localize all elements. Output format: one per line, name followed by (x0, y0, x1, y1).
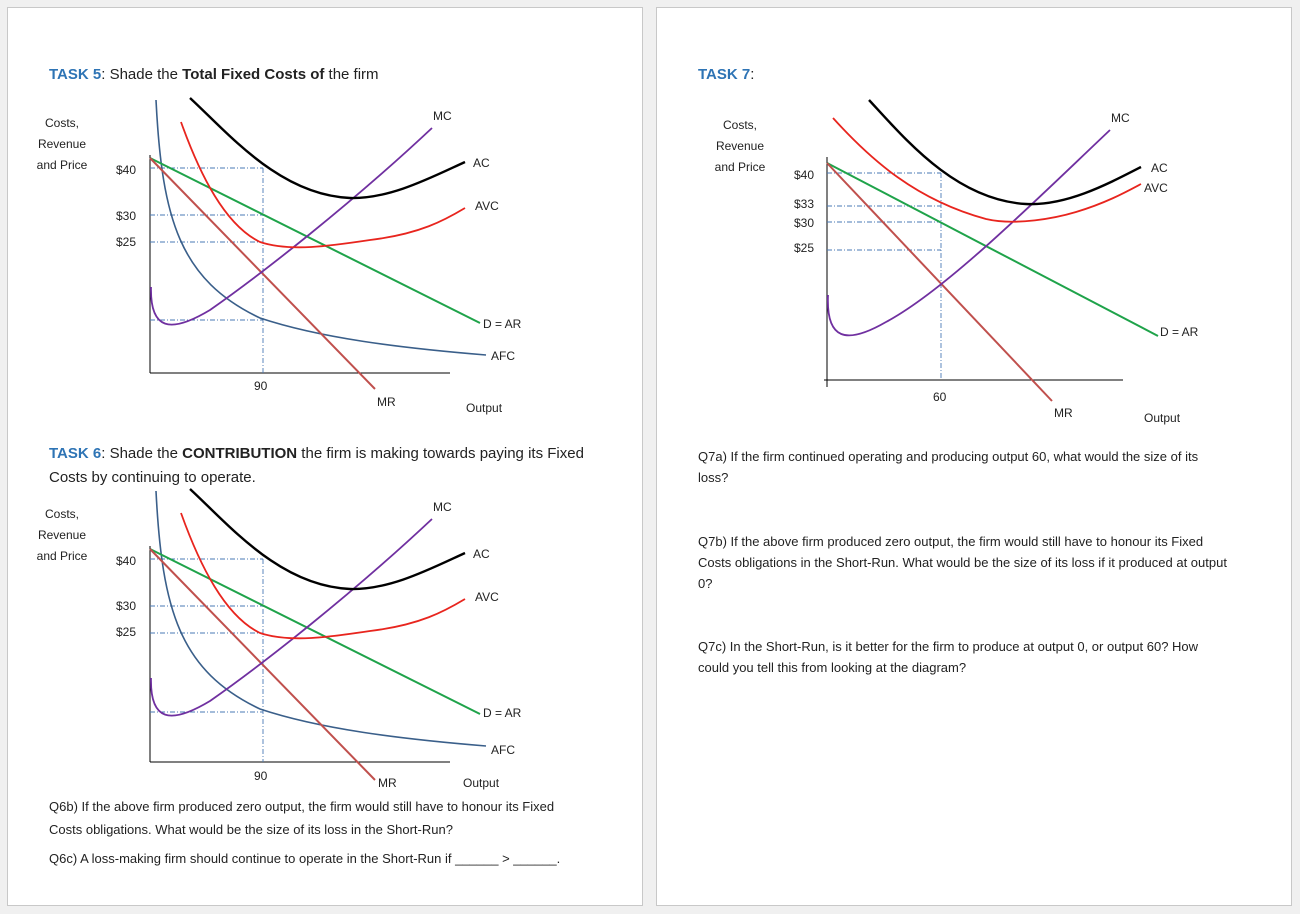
x-axis-label: Output (1144, 411, 1181, 425)
demand-curve (149, 157, 481, 324)
svg-text:Costs,: Costs, (45, 507, 79, 521)
axes (824, 157, 1123, 387)
demand-label: D = AR (1160, 325, 1199, 339)
avc-label: AVC (475, 199, 499, 213)
price-tick-40: $40 (794, 168, 814, 182)
x-axis-label: Output (466, 401, 503, 415)
question-7b: Q7b) If the above firm produced zero out… (698, 534, 1227, 591)
mr-label: MR (378, 776, 397, 790)
avc-curve (180, 121, 466, 249)
price-tick-33: $33 (794, 197, 814, 211)
price-tick-labels: $40 $30 $25 (116, 554, 136, 639)
price-tick-40: $40 (116, 554, 136, 568)
afc-label: AFC (491, 743, 515, 757)
mr-label: MR (377, 395, 396, 409)
curve-labels: MC AC AVC D = AR AFC MR 90 Output (254, 500, 522, 790)
task5-label: TASK 5 (49, 66, 102, 83)
task5-cost-diagram: Costs, Revenue and Price $40 $30 $25 MC … (37, 97, 522, 415)
afc-curve (155, 490, 487, 747)
avc-label: AVC (1144, 181, 1168, 195)
task6-cost-diagram: Costs, Revenue and Price $40 $30 $25 MC … (37, 488, 522, 790)
x-axis-label: Output (463, 776, 500, 790)
guide-lines (150, 558, 264, 762)
mc-label: MC (433, 109, 452, 123)
price-tick-25: $25 (794, 241, 814, 255)
output-tick-90: 90 (254, 379, 268, 393)
price-tick-labels: $40 $33 $30 $25 (794, 168, 814, 255)
demand-label: D = AR (483, 317, 522, 331)
output-tick-90: 90 (254, 769, 268, 783)
price-tick-30: $30 (794, 216, 814, 230)
price-tick-30: $30 (116, 599, 136, 613)
task7-cost-diagram: Costs, Revenue and Price $40 $33 $30 $25… (715, 99, 1199, 425)
price-tick-40: $40 (116, 163, 136, 177)
ac-label: AC (473, 547, 490, 561)
svg-text:and Price: and Price (715, 160, 766, 174)
svg-text:and Price: and Price (37, 158, 88, 172)
demand-curve (826, 162, 1159, 337)
task7-label: TASK 7 (698, 66, 751, 83)
svg-text:Costs,: Costs, (723, 118, 757, 132)
mc-label: MC (433, 500, 452, 514)
output-tick-60: 60 (933, 390, 947, 404)
mc-curve (150, 127, 433, 326)
question-7a: Q7a) If the firm continued operating and… (698, 449, 1199, 485)
axes (149, 546, 450, 763)
task5-heading: TASK 5: Shade the Total Fixed Costs of t… (49, 66, 379, 83)
svg-text:Revenue: Revenue (38, 528, 86, 542)
price-tick-25: $25 (116, 625, 136, 639)
afc-label: AFC (491, 349, 515, 363)
avc-curve (832, 117, 1142, 223)
task6-heading: TASK 6: Shade the CONTRIBUTION the firm … (49, 445, 584, 486)
question-6c: Q6c) A loss-making firm should continue … (49, 851, 561, 866)
guide-lines (827, 172, 942, 380)
demand-curve (149, 548, 481, 715)
svg-text:and Price: and Price (37, 549, 88, 563)
y-axis-label: Costs, Revenue and Price (37, 507, 88, 563)
ac-label: AC (1151, 161, 1168, 175)
svg-text:Revenue: Revenue (716, 139, 764, 153)
curve-labels: MC AC AVC D = AR MR 60 Output (933, 111, 1199, 425)
ac-label: AC (473, 156, 490, 170)
svg-text:Costs,: Costs, (45, 116, 79, 130)
mc-curve (150, 518, 433, 717)
mr-curve (149, 157, 376, 390)
mc-curve (827, 129, 1111, 337)
axes (149, 155, 450, 374)
question-6b: Q6b) If the above firm produced zero out… (49, 799, 555, 837)
task7-heading: TASK 7: (698, 66, 755, 83)
y-axis-label: Costs, Revenue and Price (37, 116, 88, 172)
svg-text:Revenue: Revenue (38, 137, 86, 151)
y-axis-label: Costs, Revenue and Price (715, 118, 766, 174)
avc-label: AVC (475, 590, 499, 604)
mr-label: MR (1054, 406, 1073, 420)
price-tick-25: $25 (116, 235, 136, 249)
ac-curve (189, 488, 466, 591)
mc-label: MC (1111, 111, 1130, 125)
curve-labels: MC AC AVC D = AR AFC MR 90 Output (254, 109, 522, 415)
task6-label: TASK 6 (49, 445, 102, 462)
price-tick-labels: $40 $30 $25 (116, 163, 136, 249)
ac-curve (868, 99, 1142, 206)
ac-curve (189, 97, 466, 200)
worksheet-page-left (7, 7, 643, 906)
demand-label: D = AR (483, 706, 522, 720)
question-7c: Q7c) In the Short-Run, is it better for … (698, 639, 1199, 675)
mr-curve (149, 548, 376, 781)
worksheet-page-right (656, 7, 1292, 906)
afc-curve (155, 99, 487, 356)
price-tick-30: $30 (116, 209, 136, 223)
mr-curve (826, 162, 1053, 402)
avc-curve (180, 512, 466, 640)
